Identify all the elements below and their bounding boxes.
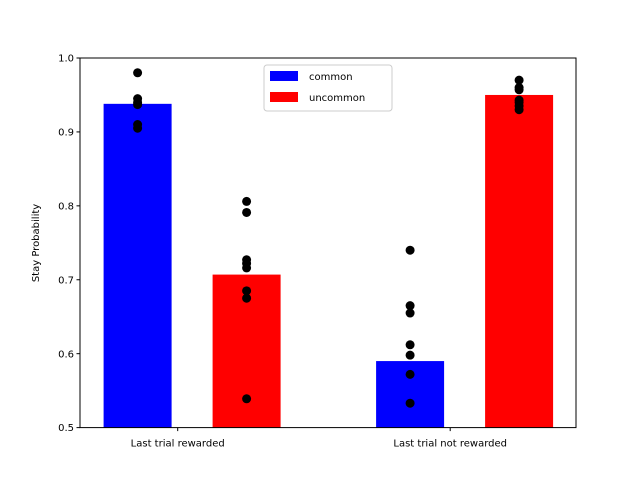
y-tick-label-3: 0.7 (58, 275, 74, 286)
legend: common uncommon (263, 64, 393, 112)
point-uncommon-2-1 (514, 75, 524, 85)
point-common-2-1 (405, 245, 415, 255)
y-axis-ticks: 0.5 0.6 0.7 0.8 0.9 1.0 (58, 54, 80, 434)
bar-common-1 (103, 103, 172, 428)
x-tick-label-1: Last trial rewarded (131, 439, 225, 450)
point-common-1-6 (133, 123, 143, 133)
y-tick-label-5: 0.9 (58, 128, 74, 139)
y-tick-label-4: 0.8 (58, 201, 74, 212)
point-common-2-5 (405, 350, 415, 360)
plot-frame (79, 57, 577, 429)
y-tick-label-1: 0.5 (58, 423, 74, 434)
point-common-1-1 (133, 68, 143, 78)
point-uncommon-1-5 (242, 263, 252, 273)
point-common-2-3 (405, 308, 415, 318)
x-axis-ticks: Last trial rewarded Last trial not reward… (131, 427, 507, 450)
bar-uncommon-2 (485, 94, 554, 428)
point-uncommon-1-7 (242, 293, 252, 303)
point-uncommon-1-8 (242, 394, 252, 404)
point-uncommon-1-6 (242, 286, 252, 296)
legend-label-uncommon: uncommon (309, 93, 365, 104)
point-uncommon-1-1 (242, 196, 252, 206)
point-uncommon-2-3 (514, 85, 524, 95)
point-uncommon-1-2 (242, 207, 252, 217)
legend-swatch-uncommon (270, 92, 298, 102)
y-axis-label: Stay Probability (31, 204, 42, 282)
point-common-2-4 (405, 340, 415, 350)
point-common-2-7 (405, 398, 415, 408)
point-common-2-2 (405, 301, 415, 311)
y-tick-label-2: 0.6 (58, 349, 74, 360)
legend-swatch-common (270, 71, 298, 81)
y-tick-label-6: 1.0 (58, 54, 74, 65)
point-layer (133, 68, 524, 408)
point-common-1-4 (133, 100, 143, 110)
x-tick-label-2: Last trial not rewarded (393, 439, 507, 450)
point-uncommon-2-7 (514, 105, 524, 115)
legend-label-common: common (309, 72, 353, 83)
point-common-2-6 (405, 369, 415, 379)
